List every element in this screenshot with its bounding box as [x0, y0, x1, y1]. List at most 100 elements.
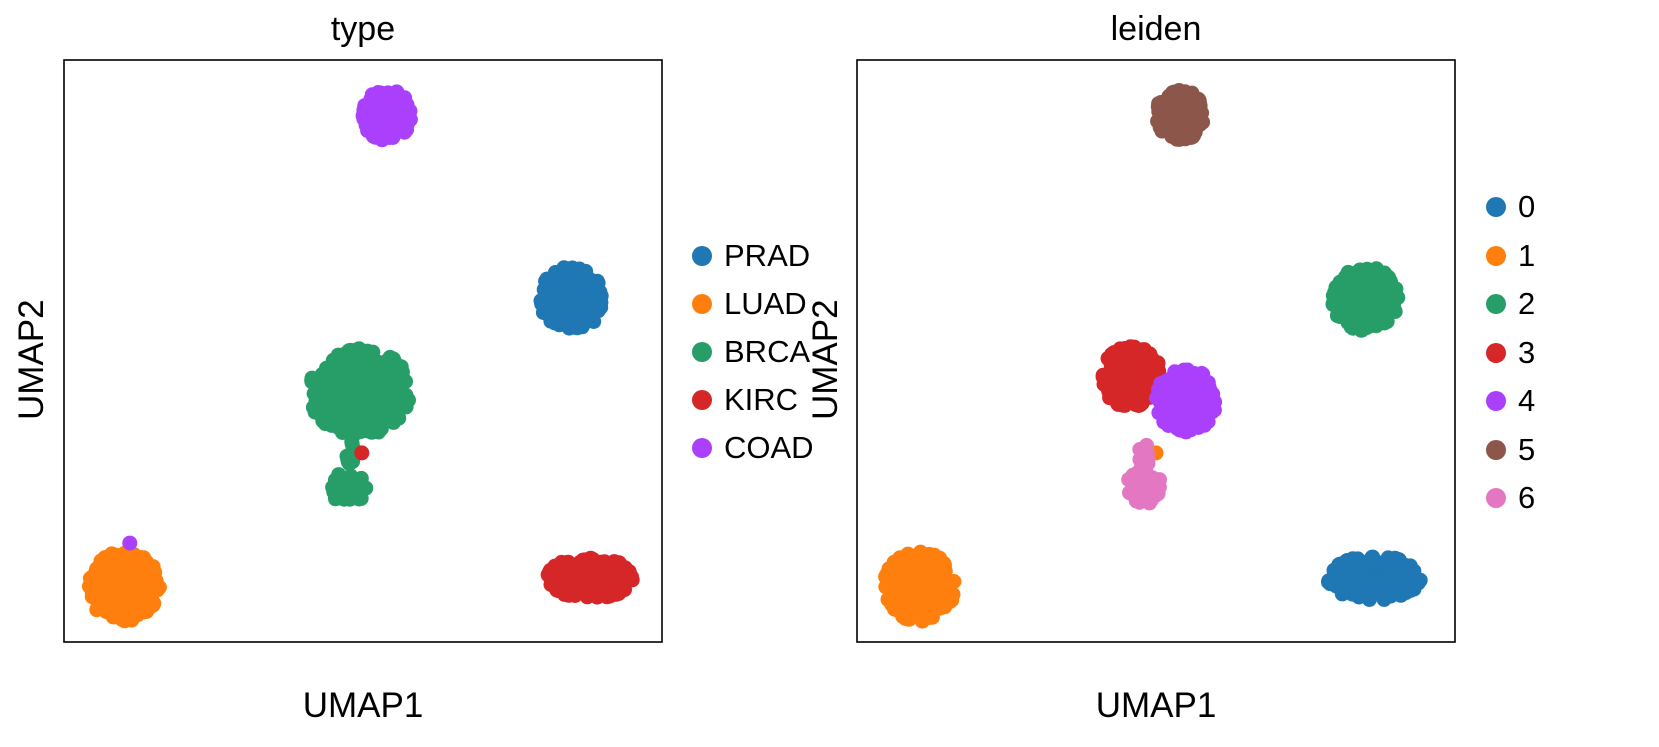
data-point [352, 477, 367, 493]
data-point [1154, 113, 1170, 129]
data-point [316, 375, 332, 391]
data-point [354, 445, 370, 461]
data-point [1110, 373, 1126, 389]
legend-marker [1486, 439, 1506, 460]
data-point [1363, 270, 1379, 286]
data-point [602, 588, 618, 604]
data-point [323, 391, 339, 407]
data-point [1376, 310, 1392, 326]
data-point [1363, 300, 1379, 316]
data-point [1132, 494, 1148, 510]
data-point [363, 370, 379, 386]
legend-label: 5 [1518, 431, 1536, 467]
data-point [588, 287, 604, 303]
data-point [326, 484, 342, 500]
data-point [350, 405, 365, 421]
data-point [1155, 402, 1171, 418]
data-point [904, 562, 920, 577]
scatter-plot [63, 59, 663, 643]
data-point [1329, 308, 1345, 324]
data-point [1403, 566, 1419, 581]
legend-marker [1486, 488, 1506, 508]
data-point [1166, 121, 1181, 137]
data-point [563, 583, 579, 599]
data-point [1146, 473, 1162, 489]
plot-frame [63, 59, 663, 643]
data-point [583, 313, 599, 329]
legend-marker [692, 342, 712, 362]
data-point [122, 535, 138, 551]
data-point [1128, 372, 1144, 388]
data-point [1172, 374, 1188, 390]
data-point [1373, 284, 1389, 300]
data-point [1195, 366, 1211, 382]
data-point [577, 559, 593, 575]
data-point [1332, 276, 1348, 292]
data-point [558, 564, 573, 580]
series-2 [1325, 261, 1406, 338]
data-point [391, 87, 407, 103]
data-point [383, 367, 399, 383]
data-point [1134, 344, 1149, 360]
data-point [878, 569, 894, 585]
data-point [897, 579, 913, 595]
legend-label: PRAD [724, 238, 811, 273]
series-PRAD [533, 260, 609, 336]
legend-marker [692, 390, 712, 410]
data-point [1381, 574, 1397, 590]
data-point [1360, 284, 1376, 300]
data-point [1326, 567, 1342, 583]
series-4 [1149, 362, 1223, 440]
legend-label: 4 [1518, 383, 1536, 418]
data-point [902, 600, 918, 616]
data-point [94, 554, 110, 570]
data-point [1188, 94, 1203, 110]
chart-panel-type: type UMAP1 UMAP2 PRAD LUAD BRCA KIRC COAD [12, 12, 814, 725]
data-point [394, 364, 410, 380]
data-point [1177, 128, 1193, 144]
data-point [381, 120, 397, 136]
legend-marker [1486, 391, 1506, 411]
data-point [1158, 384, 1174, 400]
data-point [941, 594, 957, 610]
data-point [565, 264, 580, 280]
data-point [1106, 345, 1122, 361]
data-point [581, 581, 597, 597]
data-point [367, 418, 383, 434]
data-point [1175, 396, 1191, 411]
data-point [92, 567, 108, 583]
data-point [614, 573, 630, 589]
data-point [939, 576, 954, 592]
x-axis-label: UMAP1 [302, 686, 424, 725]
series-COAD [122, 84, 418, 551]
data-point [355, 108, 371, 124]
data-point [108, 558, 124, 574]
data-point [543, 276, 558, 292]
data-point [339, 473, 355, 489]
data-point [108, 547, 124, 563]
legend-label: KIRC [724, 382, 799, 417]
legend-marker [692, 246, 712, 266]
data-point [917, 610, 933, 626]
data-point [130, 607, 146, 623]
data-point [549, 582, 565, 598]
data-point [112, 580, 128, 596]
data-point [388, 391, 404, 407]
data-point [1179, 423, 1195, 438]
data-point [1377, 586, 1392, 602]
legend-marker [692, 294, 712, 314]
data-point [1353, 584, 1369, 600]
data-point [136, 584, 152, 600]
data-point [1180, 114, 1195, 130]
data-point [1115, 397, 1131, 413]
plot-frame [856, 59, 1456, 643]
data-point [1377, 296, 1393, 312]
data-point [1339, 562, 1355, 578]
data-point [1193, 401, 1209, 417]
data-point [1116, 354, 1132, 370]
legend-label: 3 [1518, 334, 1536, 370]
legend-label: 0 [1518, 189, 1536, 224]
data-point [145, 596, 161, 611]
data-point [1366, 552, 1382, 568]
